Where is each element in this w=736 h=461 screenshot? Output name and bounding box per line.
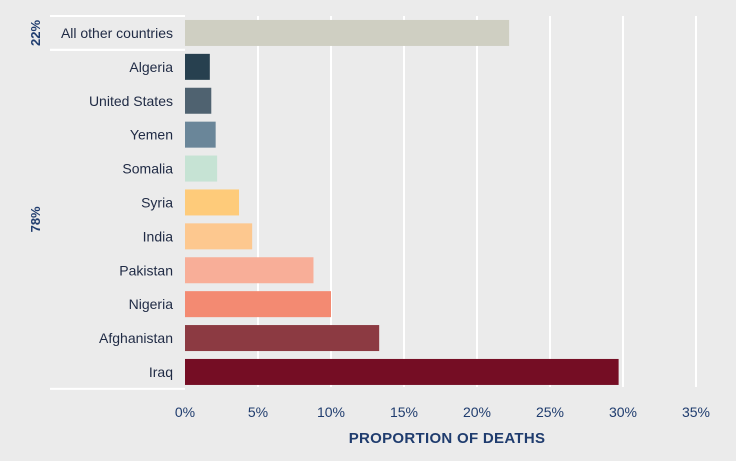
category-label-all-other-countries: All other countries — [61, 25, 173, 41]
category-label-somalia: Somalia — [122, 161, 173, 177]
x-tick-25: 25% — [536, 404, 564, 420]
x-tick-0: 0% — [175, 404, 195, 420]
grid-lines — [257, 16, 697, 387]
x-tick-35: 35% — [682, 404, 710, 420]
category-label-yemen: Yemen — [130, 127, 173, 143]
category-label-algeria: Algeria — [129, 59, 173, 75]
x-axis-title: PROPORTION OF DEATHS — [349, 430, 546, 447]
group-label-1: 78% — [28, 206, 43, 232]
category-label-iraq: Iraq — [149, 364, 173, 380]
x-tick-15: 15% — [390, 404, 418, 420]
bar-syria — [185, 189, 240, 216]
bar-united-states — [185, 87, 212, 114]
bar-all-other-countries — [185, 19, 510, 46]
group-label-0: 22% — [28, 20, 43, 46]
bar-algeria — [185, 53, 210, 80]
x-tick-5: 5% — [248, 404, 268, 420]
category-label-syria: Syria — [141, 194, 173, 210]
bar-india — [185, 223, 253, 250]
category-label-nigeria: Nigeria — [129, 296, 174, 312]
x-tick-20: 20% — [463, 404, 491, 420]
bar-somalia — [185, 155, 218, 182]
category-labels: All other countries Algeria United States Y… — [61, 25, 173, 380]
bar-pakistan — [185, 257, 314, 284]
bar-yemen — [185, 121, 216, 148]
category-label-united-states: United States — [89, 93, 173, 109]
category-label-india: India — [143, 228, 174, 244]
bar-afghanistan — [185, 325, 380, 352]
category-label-afghanistan: Afghanistan — [99, 330, 173, 346]
bar-nigeria — [185, 291, 331, 318]
bars — [185, 19, 619, 385]
x-tick-labels: 0% 5% 10% 15% 20% 25% 30% 35% — [175, 404, 710, 420]
bar-iraq — [185, 358, 619, 385]
category-label-pakistan: Pakistan — [119, 262, 173, 278]
group-brackets: 22% 78% — [28, 15, 185, 390]
x-tick-10: 10% — [317, 404, 345, 420]
x-tick-30: 30% — [609, 404, 637, 420]
